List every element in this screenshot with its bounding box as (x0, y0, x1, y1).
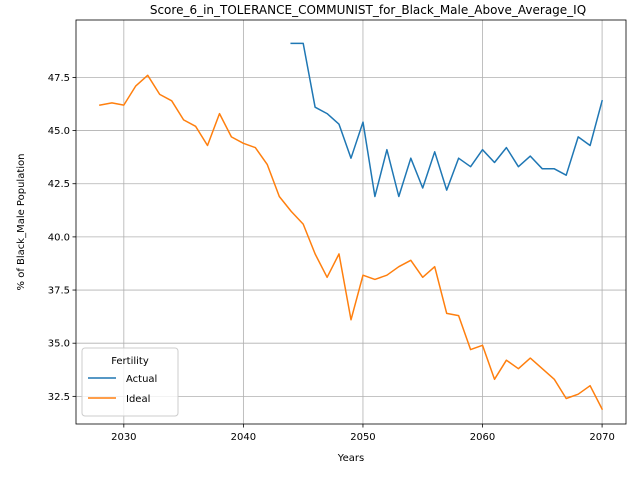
axis-ticks: 2030 2040 2050 2060 2070 32.5 35.0 37.5 40.0 42.5… (48, 73, 615, 443)
y-tick-label: 45.0 (48, 126, 70, 137)
x-tick-label: 2070 (589, 432, 614, 443)
grid (76, 20, 626, 424)
series-line-actual (290, 42, 604, 198)
legend-entries: Actual Ideal (88, 374, 157, 405)
legend-label-actual: Actual (126, 374, 157, 385)
x-tick-label: 2040 (231, 432, 256, 443)
legend-title: Fertility (111, 356, 149, 367)
series-lines (99, 42, 604, 411)
y-tick-label: 40.0 (48, 232, 70, 243)
legend: Fertility Actual Ideal (81, 347, 179, 417)
y-tick-label: 47.5 (48, 73, 70, 84)
chart-title: Score_6_in_TOLERANCE_COMMUNIST_for_Black… (150, 3, 586, 17)
y-tick-label: 32.5 (48, 392, 70, 403)
x-tick-label: 2030 (111, 432, 136, 443)
series-line-ideal (99, 74, 604, 411)
y-axis-label: % of Black_Male Population (16, 154, 27, 291)
x-tick-label: 2060 (470, 432, 495, 443)
x-tick-label: 2050 (350, 432, 375, 443)
legend-box (81, 347, 179, 417)
legend-label-ideal: Ideal (126, 394, 150, 405)
y-tick-label: 42.5 (48, 179, 70, 190)
x-axis-label: Years (337, 453, 364, 464)
y-tick-label: 37.5 (48, 286, 70, 297)
y-tick-label: 35.0 (48, 339, 70, 350)
plot-frame (75, 19, 627, 425)
